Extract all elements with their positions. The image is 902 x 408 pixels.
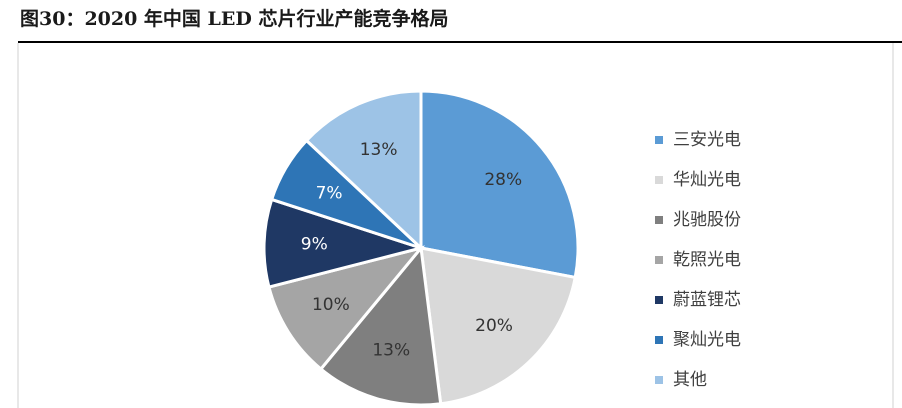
- data-label: 13%: [372, 341, 410, 361]
- pie-slice: [262, 197, 427, 289]
- pie-slice: [419, 246, 577, 406]
- legend-label: 蔚蓝锂芯: [673, 290, 741, 310]
- legend-swatch: [655, 376, 663, 384]
- legend-label: 华灿光电: [673, 170, 741, 190]
- data-label: 10%: [312, 295, 350, 315]
- legend-label: 乾照光电: [673, 250, 741, 270]
- data-label: 13%: [360, 140, 398, 160]
- legend-label: 三安光电: [673, 130, 741, 150]
- pie-slice: [419, 89, 580, 280]
- legend-swatch: [655, 256, 663, 264]
- data-label: 7%: [316, 184, 343, 204]
- legend-swatch: [655, 216, 663, 224]
- pie-slice: [304, 89, 423, 252]
- data-label: 20%: [475, 316, 513, 336]
- data-label: 9%: [301, 235, 328, 255]
- legend-swatch: [655, 296, 663, 304]
- chart-title: 图30：2020 年中国 LED 芯片行业产能竞争格局: [20, 7, 448, 30]
- data-label: 28%: [484, 170, 522, 190]
- legend-label: 兆驰股份: [673, 210, 741, 230]
- legend-label: 其他: [673, 370, 707, 390]
- legend-label: 聚灿光电: [673, 330, 741, 350]
- legend-swatch: [655, 176, 663, 184]
- legend-swatch: [655, 136, 663, 144]
- legend-swatch: [655, 336, 663, 344]
- pie-slice: [318, 244, 443, 407]
